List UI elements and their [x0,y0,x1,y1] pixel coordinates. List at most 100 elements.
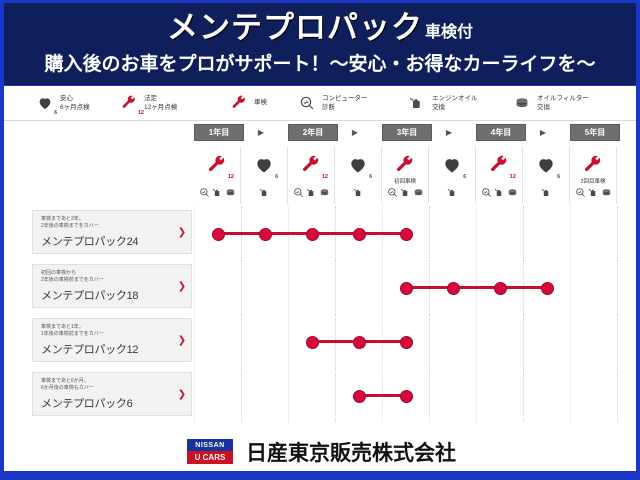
service-cell-main-icon: 6 [442,150,466,180]
heart-6-icon: 6 [348,155,372,180]
wrench-12-icon: 12 [207,155,234,180]
package-row: 車検まであと6か月。 6か月後の車検もカバー メンテプロパック6 ❯ [4,368,636,422]
coverage-dot [212,228,225,241]
legend-label-line1: エンジンオイル [432,94,478,102]
package-timeline-track [194,206,634,260]
service-cell-4: 初回車検 [382,146,429,204]
service-cell-main-icon: 6 [348,150,372,180]
year-chip-5[interactable]: 5年目 [570,124,620,141]
header-subtitle: 購入後のお車をプロがサポート！～安心・お得なカーライフを～ [44,54,596,75]
coverage-dot [306,336,319,349]
oil-can-icon [494,187,505,198]
grid-line [429,368,431,422]
service-cell-main-icon: 6 [254,150,278,180]
package-card-2[interactable]: 車検まであと1年。 1年後の車検前までをカバー メンテプロパック12 ❯ [32,318,192,362]
ucars-logo-text: U CARS [187,451,233,464]
oil-can-icon [212,187,223,198]
wrench-12-icon: 12 [301,155,328,180]
service-cell-0: 12 [194,146,241,204]
package-timeline-track [194,368,634,422]
grid-line [288,260,289,314]
heart-6-icon: 6 [536,155,560,180]
grid-line [523,314,525,368]
magnifier-icon [299,95,315,111]
package-card-text: 車検まであと6か月。 6か月後の車検もカバー メンテプロパック6 [33,378,173,411]
legend-label-line2: 交換 [537,104,550,111]
service-cell-sub-icons [199,187,236,198]
oil-filter-icon [601,187,612,198]
package-card-3[interactable]: 車検まであと6か月。 6か月後の車検もカバー メンテプロパック6 ❯ [32,372,192,416]
chevron-right-icon[interactable]: ❯ [177,280,187,292]
legend-icon-slot [404,95,430,111]
service-cell-sub-icons [259,187,270,198]
grid-line [194,260,195,314]
legend-item-0: 6 安心 6ヶ月点検 [32,94,90,116]
package-note-line2: 2年後の車検までをカバー [41,223,99,229]
service-cell-7: 6 [523,146,570,204]
grid-line [617,368,619,422]
legend-label-line2: 12ヶ月点検 [144,104,178,111]
chevron-right-icon[interactable]: ❯ [177,388,187,400]
header-banner: メンテプロパック 車検付 購入後のお車をプロがサポート！～安心・お得なカーライフ… [4,3,636,85]
legend-label: 法定 12ヶ月点検 [144,94,177,113]
wrench-icon [231,95,247,111]
service-cell-sub-icons [481,187,518,198]
coverage-bar [358,394,405,397]
service-icon-grid: 12 6 12 6 初回車検 6 12 6 2回目車検 [194,146,634,204]
grid-line [570,206,571,260]
footer-brand: NISSAN U CARS 日産東京販売株式会社 [4,432,636,471]
magnifier-icon [387,187,398,198]
legend-label-line2: 交換 [432,104,445,111]
grid-line [429,314,431,368]
legend-icon-slot: 12 [116,95,144,116]
coverage-dot [400,282,413,295]
package-card-1[interactable]: 初回の車検から 2年後の車検前までをカバー メンテプロパック18 ❯ [32,264,192,308]
year-header-row: 1年目 ▶ 2年目 ▶ 3年目 ▶ 4年目 ▶ 5年目 [194,122,634,144]
chevron-right-icon[interactable]: ❯ [177,334,187,346]
service-cell-sub-icons [447,187,458,198]
grid-line [241,314,243,368]
legend-item-1: 12 法定 12ヶ月点検 [116,94,177,116]
magnifier-icon [575,187,586,198]
package-timeline-track [194,260,634,314]
wrench-icon [583,155,603,175]
year-arrow-icon: ▶ [257,127,265,137]
package-title: メンテプロパック18 [41,289,139,302]
year-chip-4[interactable]: 4年目 [476,124,526,141]
grid-line [523,206,525,260]
grid-line [476,206,477,260]
coverage-dot [306,228,319,241]
service-cell-1: 6 [241,146,288,204]
service-cell-sub-icons [387,187,424,198]
grid-line [617,206,619,260]
legend-icon-slot [226,95,252,111]
magnifier-icon [293,187,304,198]
service-cell-sub-icons [353,187,364,198]
page-title-suffix: 車検付 [424,24,473,41]
package-card-0[interactable]: 車検まであと2年。 2年後の車検までをカバー メンテプロパック24 ❯ [32,210,192,254]
grid-line [241,368,243,422]
nissan-logo-text: NISSAN [187,439,233,451]
service-cell-main-icon [583,150,603,180]
grid-line [288,368,289,422]
magnifier-icon [199,187,210,198]
grid-line [335,368,337,422]
package-row: 車検まであと2年。 2年後の車検までをカバー メンテプロパック24 ❯ [4,206,636,260]
year-chip-1[interactable]: 1年目 [194,124,244,141]
package-note-line2: 2年後の車検前までをカバー [41,277,104,283]
grid-line [382,260,383,314]
coverage-dot [400,390,413,403]
year-chip-2[interactable]: 2年目 [288,124,338,141]
coverage-dot [353,336,366,349]
year-chip-3[interactable]: 3年目 [382,124,432,141]
heart-6-icon: 6 [37,95,57,116]
legend-label-line1: 法定 [144,94,157,102]
package-rows: 車検まであと2年。 2年後の車検までをカバー メンテプロパック24 ❯ 初回の車検から 2… [4,206,636,426]
chevron-right-icon[interactable]: ❯ [177,226,187,238]
oil-can-icon [353,187,364,198]
package-note-line1: 車検まであと6か月。 [41,377,89,384]
legend-label-line1: 安心 [60,94,73,102]
legend-icon-slot: 6 [32,95,58,116]
company-name: 日産東京販売株式会社 [246,441,456,465]
